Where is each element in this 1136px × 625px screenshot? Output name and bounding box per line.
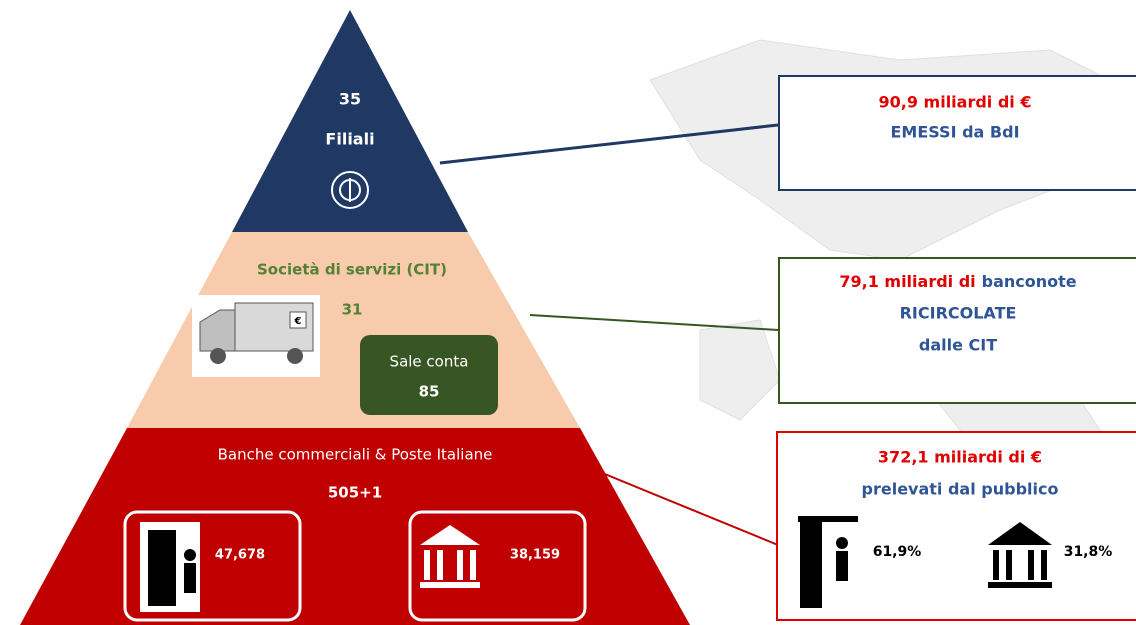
counting-rooms-box xyxy=(360,335,498,415)
atm-box xyxy=(123,510,302,622)
issued-box xyxy=(778,75,1136,191)
truck-icon: € xyxy=(192,295,320,377)
recirculated-box xyxy=(778,257,1136,404)
pyramid-top xyxy=(232,10,468,232)
withdrawn-text: prelevati dal pubblico xyxy=(862,480,1059,499)
branch-label: Filiali xyxy=(325,130,374,149)
branch-count: 35 xyxy=(339,90,361,109)
recirculated-line2: RICIRCOLATE xyxy=(900,304,1017,323)
bank-icon xyxy=(420,525,480,588)
recirculated-line3: dalle CIT xyxy=(919,336,997,355)
issued-amount: 90,9 miliardi di € xyxy=(878,93,1031,112)
recirculated-line1: 79,1 miliardi di banconote xyxy=(839,272,1076,291)
cit-label: Società di servizi (CIT) xyxy=(257,261,447,279)
counting-rooms-label: Sale conta xyxy=(390,353,469,371)
atm-icon xyxy=(798,516,858,608)
connector xyxy=(439,123,779,165)
counting-rooms-count: 85 xyxy=(419,383,440,401)
atm-count: 47,678 xyxy=(215,548,265,563)
withdrawn-amount: 372,1 miliardi di € xyxy=(878,448,1042,467)
banks-label: Banche commerciali & Poste Italiane xyxy=(218,446,493,464)
issued-text: EMESSI da BdI xyxy=(890,123,1019,142)
bank-icon xyxy=(988,522,1052,588)
banks-count: 505+1 xyxy=(328,484,382,502)
branch-share: 31,8% xyxy=(1064,544,1113,560)
cit-count: 31 xyxy=(342,301,363,319)
recirculated-amount: 79,1 miliardi di xyxy=(839,272,975,291)
connector xyxy=(529,314,779,331)
bank-logo xyxy=(331,171,369,209)
connector xyxy=(594,469,779,546)
withdrawn-box xyxy=(776,431,1136,621)
branches-box xyxy=(408,510,587,622)
recirculated-text: banconote xyxy=(982,272,1077,291)
branches-count: 38,159 xyxy=(510,548,560,563)
atm-icon xyxy=(140,522,200,612)
atm-share: 61,9% xyxy=(873,544,922,560)
euro-sign: € xyxy=(294,316,302,327)
